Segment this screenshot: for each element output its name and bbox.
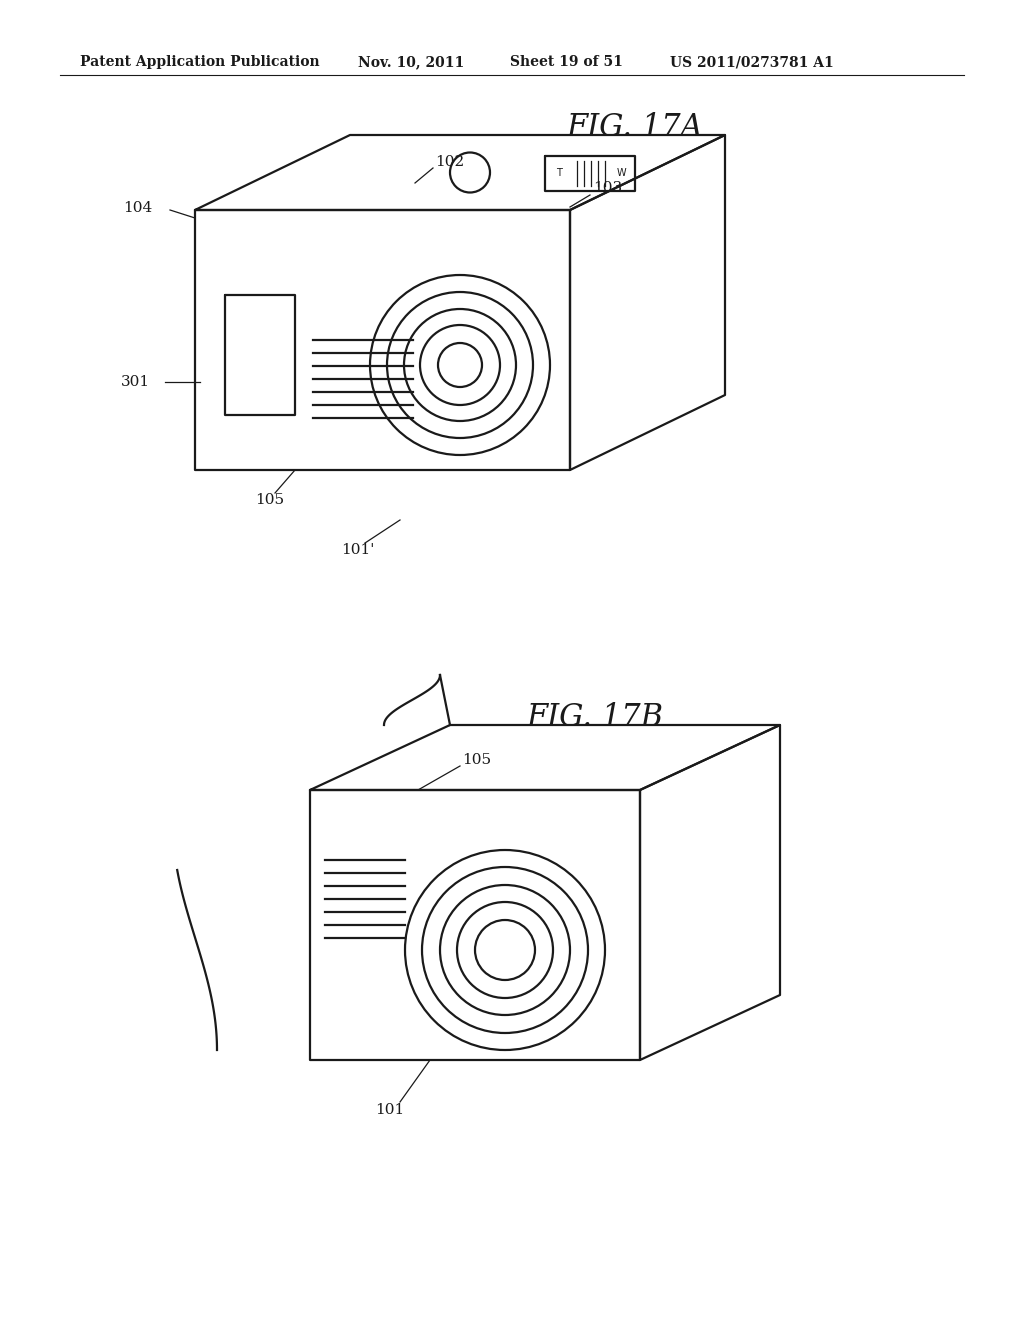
Text: W: W xyxy=(616,168,626,178)
Text: T: T xyxy=(556,168,562,178)
Text: FIG. 17A: FIG. 17A xyxy=(566,112,703,144)
Text: US 2011/0273781 A1: US 2011/0273781 A1 xyxy=(670,55,834,69)
Text: 104: 104 xyxy=(123,201,152,215)
Text: 105: 105 xyxy=(462,752,492,767)
Text: Sheet 19 of 51: Sheet 19 of 51 xyxy=(510,55,623,69)
Text: 102: 102 xyxy=(435,154,464,169)
Text: 103: 103 xyxy=(593,181,623,195)
Text: Patent Application Publication: Patent Application Publication xyxy=(80,55,319,69)
Text: 101: 101 xyxy=(376,1104,404,1117)
Text: 301: 301 xyxy=(121,375,150,389)
Text: FIG. 17B: FIG. 17B xyxy=(526,702,664,734)
Text: Nov. 10, 2011: Nov. 10, 2011 xyxy=(358,55,464,69)
Text: 105: 105 xyxy=(255,492,285,507)
Text: 101': 101' xyxy=(341,543,375,557)
